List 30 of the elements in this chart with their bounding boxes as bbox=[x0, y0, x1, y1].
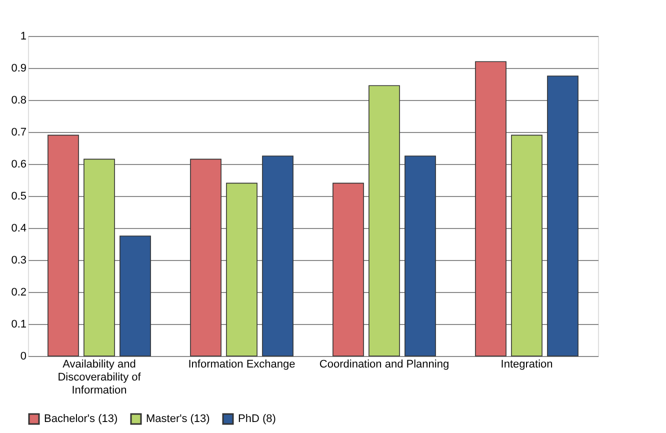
x-tick-label: Information Exchange bbox=[188, 358, 296, 370]
bar bbox=[262, 156, 294, 356]
y-tick-label: 0.8 bbox=[11, 94, 26, 106]
bar bbox=[511, 134, 542, 356]
bar bbox=[368, 85, 400, 356]
bar bbox=[226, 182, 258, 356]
bar bbox=[404, 156, 436, 356]
legend-label: Master's (13) bbox=[146, 413, 210, 425]
y-tick-label: 0.6 bbox=[11, 158, 26, 170]
bar bbox=[332, 182, 364, 356]
x-tick-label: Coordination and Planning bbox=[319, 358, 450, 370]
bar bbox=[547, 76, 578, 356]
bar bbox=[190, 158, 222, 356]
legend-label: PhD (8) bbox=[238, 413, 276, 425]
bar bbox=[84, 158, 115, 356]
bar bbox=[48, 134, 79, 356]
y-tick-label: 0.1 bbox=[11, 318, 26, 330]
y-tick-label: 1 bbox=[20, 30, 26, 42]
legend-label: Bachelor's (13) bbox=[44, 413, 118, 425]
bar bbox=[120, 236, 151, 356]
y-tick-label: 0.3 bbox=[11, 254, 26, 266]
y-tick-label: 0.2 bbox=[11, 286, 26, 298]
y-tick-label: 0 bbox=[20, 350, 26, 362]
x-tick-label: Availability and Discoverability of Information bbox=[58, 358, 142, 396]
y-tick-label: 0.7 bbox=[11, 126, 26, 138]
y-tick-label: 0.4 bbox=[11, 222, 26, 234]
bar bbox=[475, 61, 506, 356]
y-tick-label: 0.5 bbox=[11, 190, 26, 202]
y-tick-label: 0.9 bbox=[11, 62, 26, 74]
x-tick-label: Integration bbox=[500, 358, 553, 370]
